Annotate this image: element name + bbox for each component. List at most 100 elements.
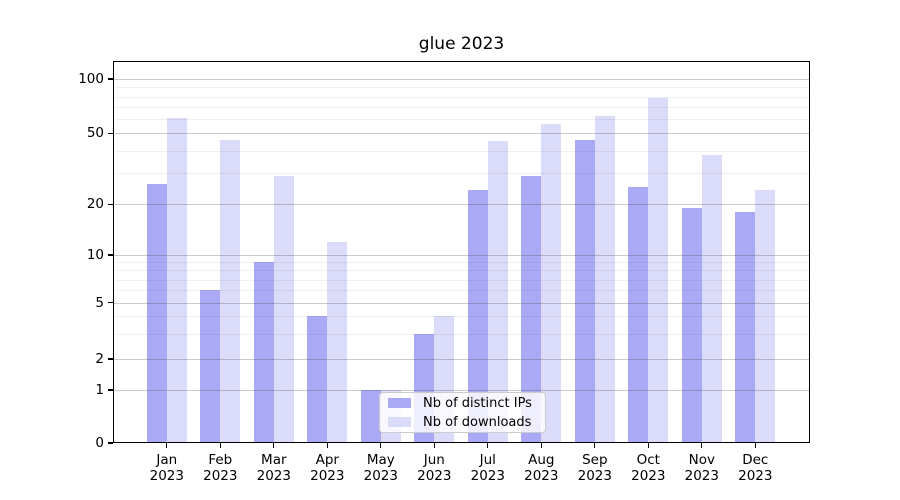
x-tick-label-aug: Aug 2023 — [513, 452, 569, 484]
y-tick-mark-50 — [108, 132, 113, 134]
x-tick-month: Nov — [688, 452, 715, 468]
gridline-major-50 — [113, 133, 810, 135]
x-tick-mark-nov — [701, 443, 703, 448]
y-tick-label-0: 0 — [95, 435, 104, 451]
gridline-major-2 — [113, 359, 810, 360]
x-tick-year: 2023 — [738, 468, 773, 484]
x-tick-year: 2023 — [203, 468, 238, 484]
bar-downloads-nov — [701, 154, 722, 443]
chart-title: glue 2023 — [418, 34, 505, 54]
bar-distinct-ips-apr — [307, 316, 328, 443]
x-tick-mark-jun — [433, 443, 435, 448]
x-tick-year: 2023 — [417, 468, 452, 484]
bar-downloads-apr — [327, 241, 348, 443]
legend: Nb of distinct IPs Nb of downloads — [379, 392, 546, 433]
gridline-minor-7 — [113, 279, 810, 281]
gridline-minor-30 — [113, 172, 810, 174]
bar-distinct-ips-oct — [628, 187, 649, 443]
x-tick-month: Jan — [156, 452, 178, 468]
bar-distinct-ips-jul — [467, 190, 488, 443]
x-tick-label-mar: Mar 2023 — [246, 452, 302, 484]
bar-distinct-ips-nov — [681, 208, 702, 443]
legend-item-distinct-ips: Nb of distinct IPs — [388, 396, 537, 411]
bar-downloads-sep — [594, 116, 615, 443]
bar-downloads-aug — [541, 124, 562, 443]
bar-distinct-ips-dec — [735, 212, 756, 443]
x-tick-year: 2023 — [684, 468, 719, 484]
x-tick-label-nov: Nov 2023 — [674, 452, 730, 484]
x-tick-label-sep: Sep 2023 — [567, 452, 623, 484]
x-tick-year: 2023 — [149, 468, 184, 484]
x-tick-mark-mar — [273, 443, 275, 448]
x-tick-label-may: May 2023 — [353, 452, 409, 484]
x-tick-year: 2023 — [631, 468, 666, 484]
bar-downloads-feb — [220, 139, 241, 443]
gridline-minor-40 — [113, 150, 810, 152]
bar-downloads-jul — [487, 141, 508, 443]
legend-label-distinct-ips: Nb of distinct IPs — [423, 395, 532, 411]
x-tick-month: Apr — [315, 452, 339, 468]
x-tick-mark-jul — [487, 443, 489, 448]
bar-distinct-ips-mar — [253, 262, 274, 443]
gridline-minor-90 — [113, 87, 810, 89]
gridline-major-5 — [113, 302, 810, 304]
gridline-minor-8 — [113, 270, 810, 272]
x-tick-year: 2023 — [310, 468, 345, 484]
y-tick-mark-5 — [108, 302, 113, 304]
x-tick-mark-dec — [754, 443, 756, 448]
x-tick-mark-apr — [326, 443, 328, 448]
x-tick-month: Mar — [261, 452, 287, 468]
y-tick-mark-0 — [108, 442, 113, 444]
gridline-major-10 — [113, 255, 810, 256]
x-tick-year: 2023 — [524, 468, 559, 484]
y-tick-label-1: 1 — [95, 382, 104, 398]
legend-label-downloads: Nb of downloads — [423, 414, 532, 430]
y-tick-label-100: 100 — [78, 71, 104, 87]
gridline-minor-60 — [113, 119, 810, 120]
gridline-minor-80 — [113, 96, 810, 98]
plot-area: Nb of distinct IPs Nb of downloads — [113, 61, 810, 443]
bar-distinct-ips-feb — [200, 290, 221, 443]
bar-distinct-ips-jan — [146, 183, 167, 443]
bar-downloads-oct — [648, 98, 669, 443]
x-tick-month: Dec — [742, 452, 769, 468]
bar-downloads-dec — [755, 190, 776, 443]
x-tick-label-jan: Jan 2023 — [139, 452, 195, 484]
y-tick-mark-2 — [108, 358, 113, 360]
downloads-swatch-icon — [388, 417, 411, 427]
bar-distinct-ips-sep — [574, 139, 595, 443]
x-tick-mark-feb — [219, 443, 221, 448]
x-tick-year: 2023 — [363, 468, 398, 484]
gridline-minor-3 — [113, 334, 810, 336]
distinct-ips-swatch-icon — [388, 398, 411, 408]
y-tick-label-50: 50 — [86, 125, 104, 142]
x-tick-year: 2023 — [577, 468, 612, 484]
y-tick-label-2: 2 — [95, 351, 104, 367]
x-tick-mark-sep — [594, 443, 596, 448]
bar-distinct-ips-aug — [521, 175, 542, 443]
gridline-major-100 — [113, 79, 810, 80]
y-tick-mark-1 — [108, 389, 113, 391]
gridline-minor-9 — [113, 262, 810, 264]
x-tick-month: May — [366, 452, 395, 468]
x-tick-mark-oct — [647, 443, 649, 448]
gridline-minor-4 — [113, 316, 810, 318]
x-tick-month: Jun — [423, 452, 445, 468]
y-tick-label-10: 10 — [86, 247, 104, 263]
y-tick-mark-10 — [108, 254, 113, 256]
x-tick-label-oct: Oct 2023 — [620, 452, 676, 484]
gridline-minor-6 — [113, 290, 810, 292]
x-tick-month: Sep — [582, 452, 608, 468]
x-tick-month: Aug — [528, 452, 555, 468]
bar-distinct-ips-may — [360, 390, 381, 443]
x-tick-mark-jan — [166, 443, 168, 448]
x-tick-year: 2023 — [470, 468, 505, 484]
bar-downloads-jan — [166, 117, 187, 443]
x-tick-label-jun: Jun 2023 — [406, 452, 462, 484]
gridline-major-1 — [113, 390, 810, 391]
x-tick-label-jul: Jul 2023 — [460, 452, 516, 484]
x-tick-label-dec: Dec 2023 — [727, 452, 783, 484]
x-tick-label-feb: Feb 2023 — [192, 452, 248, 484]
x-tick-year: 2023 — [256, 468, 291, 484]
